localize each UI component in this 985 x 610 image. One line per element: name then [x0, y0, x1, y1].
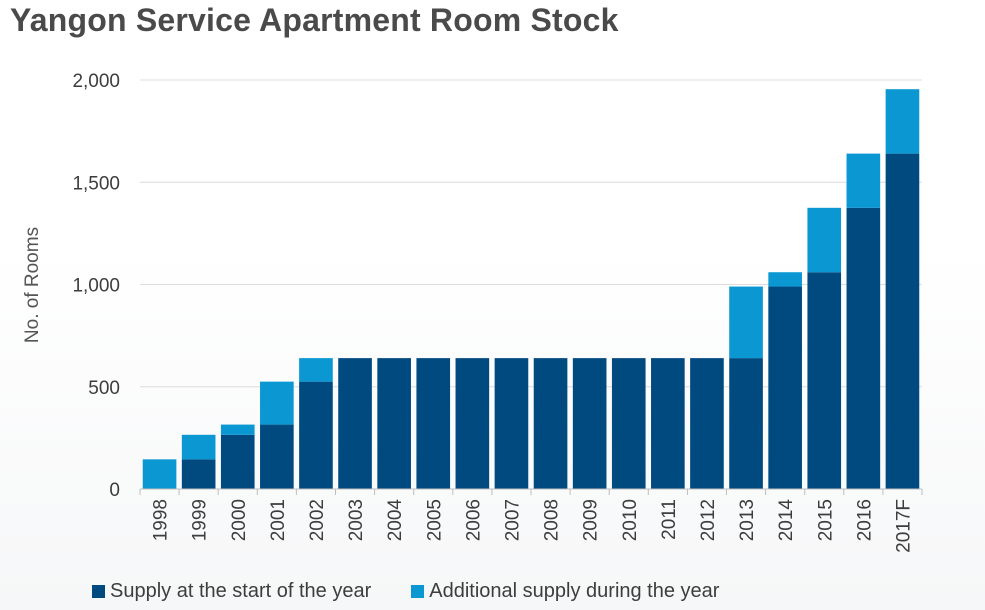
x-tick-label: 2002 [307, 499, 328, 541]
x-tick-label: 2003 [346, 499, 367, 541]
bar-additional-supply [885, 89, 920, 154]
bar-supply-start [416, 358, 451, 489]
bar-supply-start [455, 358, 490, 489]
bar-additional-supply [142, 459, 177, 489]
x-tick-label: 2010 [620, 499, 641, 541]
legend-label-additional-supply: Additional supply during the year [429, 579, 720, 602]
y-tick-label: 1,500 [72, 173, 120, 194]
x-tick-label: 2017F [893, 499, 914, 553]
x-tick-label: 2015 [815, 499, 836, 541]
bar-additional-supply [220, 424, 255, 435]
bar-supply-start [846, 207, 881, 489]
legend: Supply at the start of the year Addition… [92, 578, 759, 604]
bar-additional-supply [181, 434, 216, 460]
x-tick-label: 1998 [151, 499, 172, 541]
bar-additional-supply [846, 153, 881, 208]
bar-additional-supply [807, 207, 842, 273]
legend-label-supply-start: Supply at the start of the year [110, 579, 372, 602]
bar-supply-start [807, 272, 842, 489]
y-tick-label: 0 [109, 480, 120, 501]
x-tick-label: 2014 [776, 499, 797, 542]
bar-additional-supply [299, 358, 333, 382]
x-tick-label: 2011 [659, 499, 680, 540]
x-tick-label: 2012 [698, 499, 719, 541]
bar-additional-supply [729, 286, 763, 359]
legend-item-additional-supply: Additional supply during the year [411, 580, 719, 603]
x-tick-label: 2016 [854, 499, 875, 541]
bar-supply-start [260, 424, 294, 489]
bar-supply-start [377, 358, 411, 489]
bar-supply-start [533, 358, 568, 489]
y-axis-label: No. of Rooms [22, 227, 43, 343]
bar-supply-start [651, 358, 685, 489]
bar-supply-start [690, 358, 724, 489]
x-tick-label: 2001 [268, 499, 289, 541]
x-tick-label: 2007 [502, 499, 523, 541]
legend-item-supply-start: Supply at the start of the year [92, 580, 371, 603]
y-tick-label: 500 [88, 378, 120, 399]
bar-supply-start [181, 459, 216, 489]
bars [142, 89, 920, 489]
bar-supply-start [768, 286, 802, 489]
y-tick-label: 2,000 [72, 71, 120, 92]
bar-additional-supply [260, 381, 294, 425]
x-tick-label: 2013 [737, 499, 758, 541]
bar-supply-start [220, 434, 255, 489]
bar-supply-start [885, 153, 920, 489]
bar-additional-supply [768, 272, 802, 287]
bar-supply-start [338, 358, 372, 489]
bar-supply-start [494, 358, 529, 489]
gridlines [140, 79, 922, 388]
chart-title: Yangon Service Apartment Room Stock [10, 2, 619, 38]
y-axis-ticks: 0 500 1,000 1,500 2,000 [72, 71, 120, 501]
x-tick-label: 2000 [229, 499, 250, 541]
bar-supply-start [611, 358, 646, 489]
x-tick-label: 1999 [190, 499, 211, 541]
bar-supply-start [729, 358, 763, 489]
x-tick-label: 2006 [463, 499, 484, 541]
bar-supply-start [299, 381, 333, 489]
x-tick-label: 2004 [385, 499, 406, 542]
x-tick-label: 2008 [542, 499, 563, 541]
bar-supply-start [572, 358, 607, 489]
legend-swatch-additional-supply [411, 584, 425, 598]
x-tick-label: 2005 [424, 499, 445, 541]
x-tick-label: 2009 [581, 499, 602, 541]
y-tick-label: 1,000 [72, 276, 120, 297]
x-axis-ticks: 1998 1999 2000 2001 2002 2003 2004 2005 2006 2007… [139, 489, 923, 553]
legend-swatch-supply-start [92, 584, 105, 598]
